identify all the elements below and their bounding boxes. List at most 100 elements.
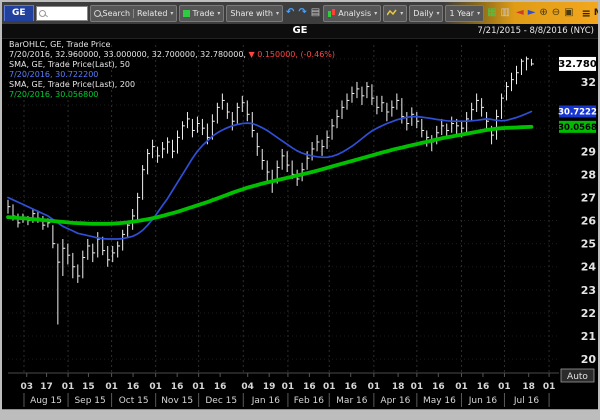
svg-text:01: 01 (368, 382, 381, 392)
svg-text:29: 29 (581, 145, 596, 158)
svg-text:25: 25 (581, 238, 596, 251)
menu-icon: ≡ (581, 6, 591, 20)
svg-text:01: 01 (192, 382, 205, 392)
trade-icon (183, 9, 191, 17)
svg-text:01: 01 (62, 382, 75, 392)
svg-text:16: 16 (432, 382, 445, 392)
divider (133, 8, 135, 18)
svg-text:30.7222: 30.7222 (558, 108, 597, 118)
caret-down-icon: ▾ (275, 9, 279, 17)
svg-text:01: 01 (543, 382, 556, 392)
redo-icon[interactable]: ↷ (298, 7, 307, 18)
svg-text:18: 18 (522, 382, 535, 392)
svg-text:01: 01 (411, 382, 424, 392)
svg-text:32.780: 32.780 (558, 59, 597, 70)
search-label: Search (102, 8, 131, 18)
svg-text:Oct 15: Oct 15 (119, 396, 149, 406)
caret-down-icon: ▾ (400, 9, 404, 17)
candlestick-icon (328, 9, 336, 17)
svg-text:Jan 16: Jan 16 (251, 396, 280, 406)
chart-header: GE 7/21/2015 - 8/8/2016 (NYC) (2, 24, 598, 39)
svg-text:16: 16 (303, 382, 316, 392)
pan-right-icon[interactable]: ► (527, 7, 536, 18)
squiggle-icon (387, 9, 397, 16)
svg-text:16: 16 (214, 382, 227, 392)
svg-text:17: 17 (40, 382, 53, 392)
trade-label: Trade (192, 8, 215, 18)
zoom-in-icon[interactable]: ⊕ (539, 7, 548, 18)
toolbar: GE Search Related ▾ Trade ▾ Share with ▾… (2, 2, 598, 24)
panel-icon[interactable]: ▥ (500, 7, 510, 18)
svg-text:Sep 15: Sep 15 (74, 396, 105, 406)
price-chart[interactable]: 32 29 28 27 26 25 24 23 22 21 20 03 17 01 15 01 16 01 16 01… (2, 39, 598, 409)
svg-text:27: 27 (581, 191, 596, 204)
menu-label: Menu (594, 8, 598, 18)
svg-text:01: 01 (323, 382, 336, 392)
svg-text:May 16: May 16 (423, 396, 456, 406)
caret-down-icon: ▾ (436, 9, 440, 17)
svg-text:Auto: Auto (567, 372, 588, 382)
svg-text:16: 16 (344, 382, 357, 392)
svg-text:03: 03 (20, 382, 33, 392)
svg-text:20: 20 (581, 353, 597, 366)
svg-text:16: 16 (127, 382, 140, 392)
svg-text:Jun 16: Jun 16 (468, 396, 498, 406)
svg-text:Mar 16: Mar 16 (336, 396, 368, 406)
svg-text:04: 04 (241, 382, 254, 392)
svg-text:21: 21 (581, 330, 596, 343)
pan-left-icon[interactable]: ◄ (515, 7, 524, 18)
chart-area[interactable]: 32 29 28 27 26 25 24 23 22 21 20 03 17 01 15 01 16 01 16 01… (2, 39, 598, 409)
frequency-button[interactable]: Daily ▾ (409, 4, 444, 22)
svg-text:15: 15 (82, 382, 95, 392)
svg-text:01: 01 (105, 382, 118, 392)
clipboard-icon[interactable]: ▤ (310, 7, 321, 18)
caret-down-icon: ▾ (217, 9, 221, 17)
annotation-button[interactable]: ▾ (383, 4, 408, 22)
caret-down-icon: ▾ (374, 9, 378, 17)
svg-text:01: 01 (149, 382, 162, 392)
security-tab[interactable]: GE (4, 5, 34, 21)
analysis-label: Analysis (338, 8, 372, 18)
related-label: Related (137, 8, 168, 18)
svg-text:22: 22 (581, 307, 596, 320)
svg-text:01: 01 (455, 382, 468, 392)
svg-text:28: 28 (581, 168, 596, 181)
search-icon (93, 9, 101, 17)
undo-icon[interactable]: ↶ (285, 7, 295, 18)
svg-text:19: 19 (263, 382, 276, 392)
caret-down-icon: ▾ (477, 9, 481, 17)
svg-text:24: 24 (581, 261, 597, 274)
svg-text:01: 01 (498, 382, 511, 392)
window-frame-bottom (2, 409, 598, 418)
search-icon (38, 9, 46, 17)
svg-text:Jul 16: Jul 16 (513, 396, 539, 406)
svg-text:Apr 16: Apr 16 (380, 396, 410, 406)
zoom-out-icon[interactable]: ⊖ (551, 7, 561, 18)
trade-button[interactable]: Trade ▾ (179, 4, 225, 22)
svg-text:32: 32 (581, 76, 596, 89)
share-with-label: Share with (230, 8, 273, 18)
svg-text:30.0568: 30.0568 (558, 123, 597, 133)
svg-text:Dec 15: Dec 15 (205, 396, 237, 406)
range-label: 1 Year (449, 8, 475, 18)
svg-text:18: 18 (392, 382, 405, 392)
quote-search-box[interactable] (35, 5, 88, 21)
svg-text:Nov 15: Nov 15 (161, 396, 193, 406)
svg-text:Aug 15: Aug 15 (30, 396, 62, 406)
date-range: 7/21/2015 - 8/8/2016 (NYC) (477, 26, 594, 36)
analysis-button[interactable]: Analysis ▾ (323, 4, 382, 22)
search-related-button[interactable]: Search Related ▾ (89, 4, 178, 22)
expand-icon[interactable]: ▣ (564, 7, 574, 18)
svg-text:23: 23 (581, 284, 596, 297)
svg-text:26: 26 (581, 215, 597, 228)
range-button[interactable]: 1 Year ▾ (445, 4, 485, 22)
security-title: GE (292, 25, 308, 36)
svg-text:16: 16 (477, 382, 490, 392)
frequency-label: Daily (413, 8, 434, 18)
share-with-button[interactable]: Share with ▾ (226, 4, 283, 22)
search-input[interactable] (47, 7, 80, 19)
grid-icon[interactable]: ▦ (487, 7, 497, 18)
svg-text:01: 01 (282, 382, 295, 392)
menu-button[interactable]: ≡ Menu ▾ (577, 7, 598, 20)
